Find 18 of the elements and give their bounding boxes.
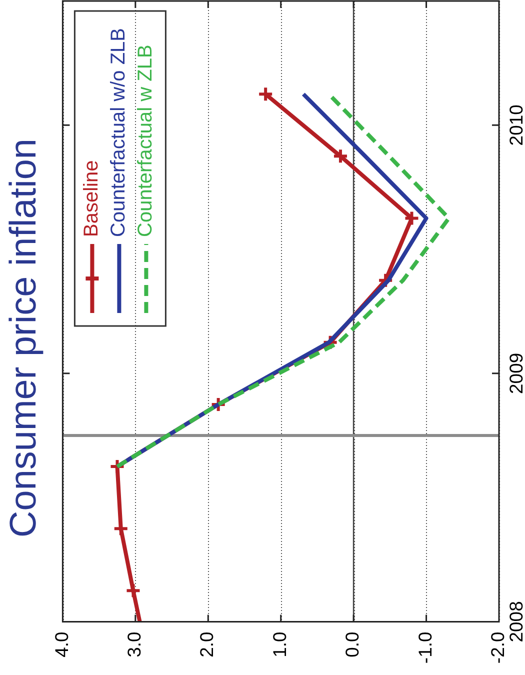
point <box>332 148 348 164</box>
x-tick-label: 0.0 <box>342 632 363 658</box>
text: Baseline <box>80 160 103 237</box>
y-tick-label: 2008 <box>506 601 525 642</box>
y-tick-label: 2010 <box>506 104 525 146</box>
x-tick-label: 2.0 <box>196 632 218 658</box>
x-tick-label: 4.0 <box>50 632 72 658</box>
x-tick-label: 3.0 <box>124 632 145 658</box>
x-tick-label: -1.0 <box>414 632 436 664</box>
point <box>404 210 420 226</box>
text: Consumer price inflation <box>2 138 44 538</box>
y-tick-label: 2009 <box>506 352 525 394</box>
text: Counterfactual w/o ZLB <box>108 28 130 237</box>
text: Counterfactual w ZLB <box>134 44 157 237</box>
x-tick-label: 1.0 <box>268 632 290 658</box>
point <box>258 86 274 102</box>
point <box>125 582 142 599</box>
x-tick-label: -2.0 <box>487 632 508 664</box>
